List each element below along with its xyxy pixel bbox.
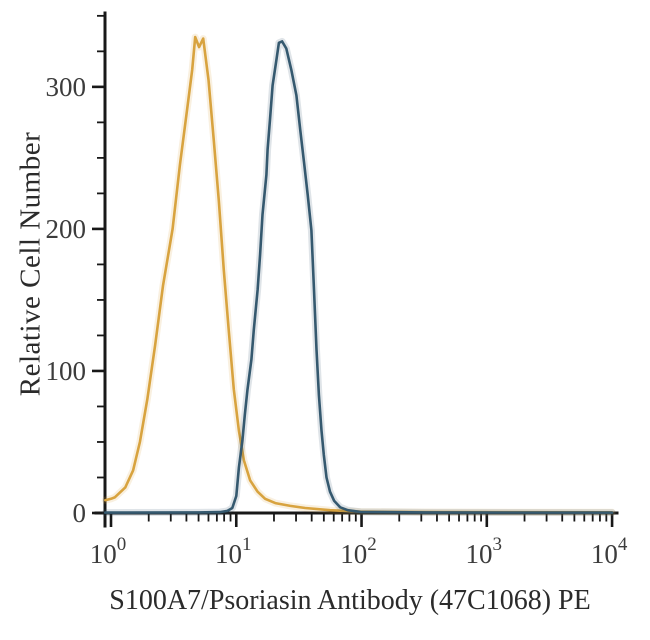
axes [94, 11, 619, 528]
y-tick-label: 200 [46, 214, 87, 244]
orange-curve [104, 35, 614, 514]
x-tick-label: 100 [90, 534, 127, 569]
x-axis-ticks: 100 101 102 103 104 [90, 513, 628, 569]
y-tick-label: 300 [46, 72, 87, 102]
y-tick-label: 100 [46, 356, 87, 386]
blue-curve [104, 40, 614, 514]
y-axis-ticks: 0 100 200 300 [46, 14, 105, 528]
y-tick-label: 0 [73, 498, 87, 528]
x-axis-title: S100A7/Psoriasin Antibody (47C1068) PE [109, 585, 591, 616]
x-tick-label: 102 [340, 534, 377, 569]
x-tick-label: 101 [215, 534, 252, 569]
x-tick-label: 103 [466, 534, 503, 569]
x-tick-label: 104 [591, 534, 628, 569]
blue-curve-halo [101, 37, 616, 517]
orange-curve-halo [101, 33, 616, 516]
y-axis-title: Relative Cell Number [14, 131, 47, 397]
